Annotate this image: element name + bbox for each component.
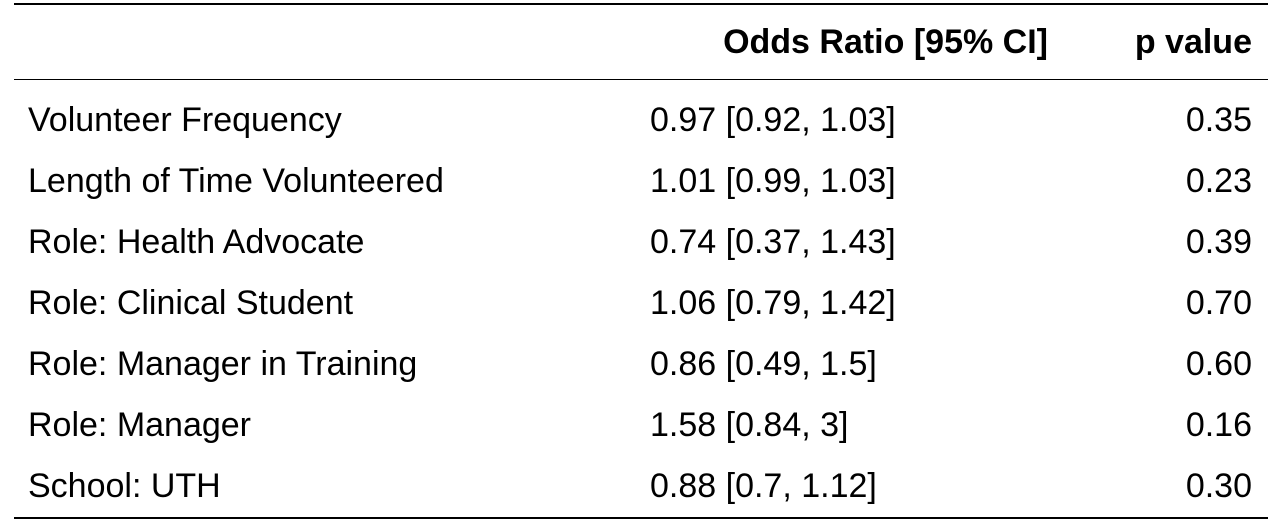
odds-ratio-table-container: Odds Ratio [95% CI] p value Volunteer Fr…	[14, 3, 1268, 519]
row-p-value: 0.39	[1185, 223, 1252, 261]
table-header: Odds Ratio [95% CI] p value	[14, 4, 1268, 80]
row-odds-ratio: 0.86 [0.49, 1.5]	[650, 345, 877, 383]
row-p-value: 0.23	[1185, 162, 1252, 200]
header-odds-ratio: Odds Ratio [95% CI]	[723, 22, 1048, 61]
row-variable: Role: Manager in Training	[28, 345, 418, 383]
row-odds-ratio: 0.88 [0.7, 1.12]	[650, 467, 877, 505]
row-odds-ratio: 1.06 [0.79, 1.42]	[650, 284, 896, 322]
table-row: Role: Manager 1.58 [0.84, 3] 0.16	[14, 395, 1268, 456]
header-variable	[14, 4, 634, 80]
row-odds-ratio: 1.58 [0.84, 3]	[650, 406, 849, 444]
table-row: School: UTH 0.88 [0.7, 1.12] 0.30	[14, 456, 1268, 518]
row-variable: Length of Time Volunteered	[28, 162, 444, 200]
header-row: Odds Ratio [95% CI] p value	[14, 4, 1268, 80]
row-variable: Role: Clinical Student	[28, 284, 354, 322]
row-variable: Volunteer Frequency	[28, 101, 342, 139]
table-row: Role: Clinical Student 1.06 [0.79, 1.42]…	[14, 273, 1268, 334]
row-variable: Role: Manager	[28, 406, 252, 444]
row-variable: School: UTH	[28, 467, 221, 505]
row-odds-ratio: 0.74 [0.37, 1.43]	[650, 223, 896, 261]
table-row: Volunteer Frequency 0.97 [0.92, 1.03] 0.…	[14, 80, 1268, 152]
row-p-value: 0.16	[1185, 406, 1252, 444]
row-odds-ratio: 1.01 [0.99, 1.03]	[650, 162, 896, 200]
odds-ratio-table: Odds Ratio [95% CI] p value Volunteer Fr…	[14, 3, 1268, 519]
row-p-value: 0.30	[1185, 467, 1252, 505]
table-row: Role: Manager in Training 0.86 [0.49, 1.…	[14, 334, 1268, 395]
header-p-value: p value	[1134, 22, 1252, 61]
table-row: Length of Time Volunteered 1.01 [0.99, 1…	[14, 151, 1268, 212]
row-p-value: 0.70	[1185, 284, 1252, 322]
row-p-value: 0.35	[1185, 101, 1252, 139]
row-odds-ratio: 0.97 [0.92, 1.03]	[650, 101, 896, 139]
table-body: Volunteer Frequency 0.97 [0.92, 1.03] 0.…	[14, 80, 1268, 518]
row-variable: Role: Health Advocate	[28, 223, 365, 261]
table-row: Role: Health Advocate 0.74 [0.37, 1.43] …	[14, 212, 1268, 273]
row-p-value: 0.60	[1185, 345, 1252, 383]
